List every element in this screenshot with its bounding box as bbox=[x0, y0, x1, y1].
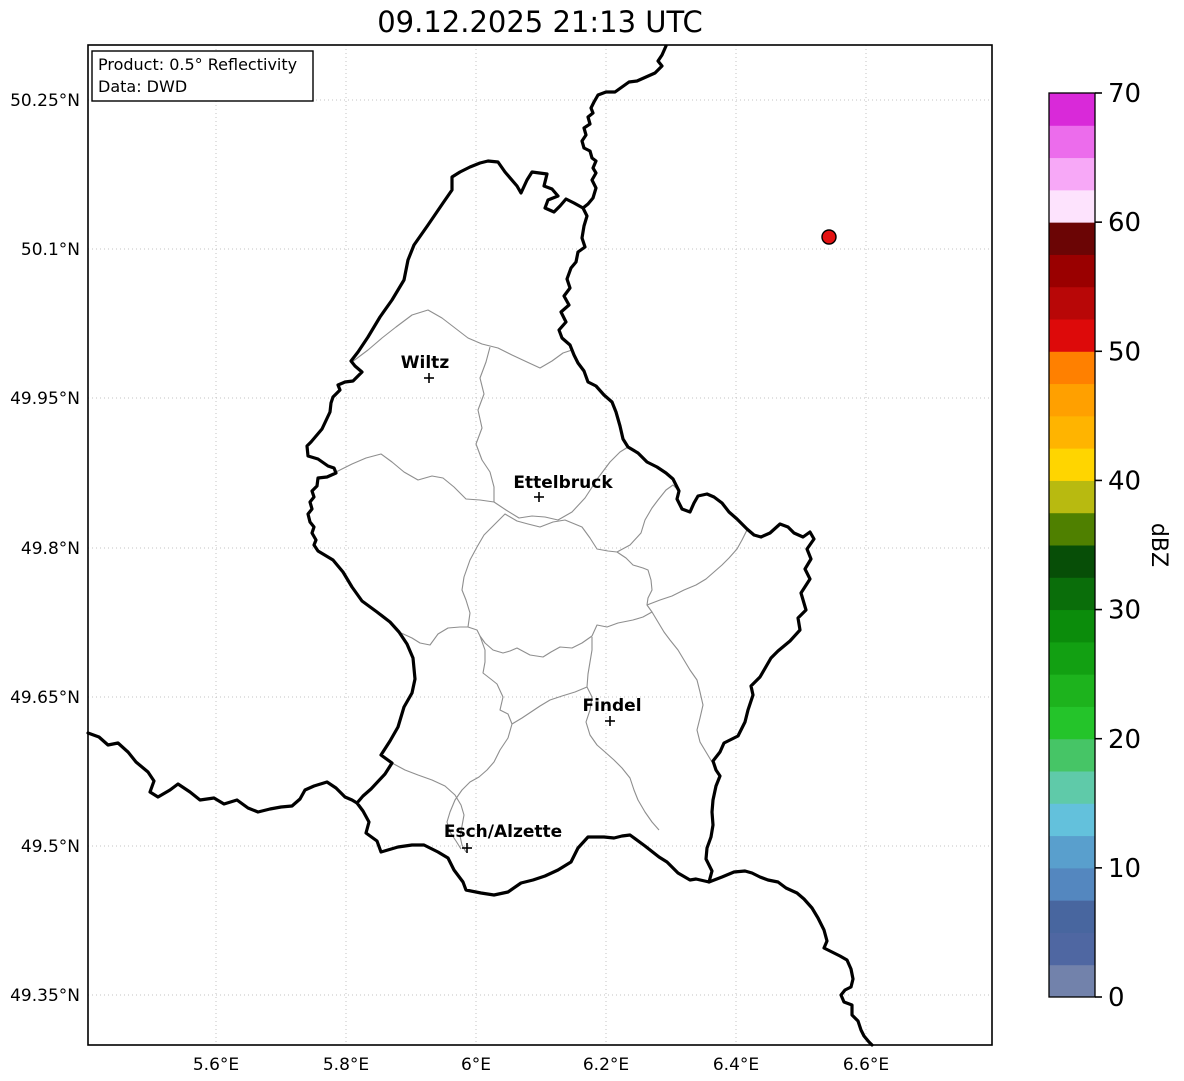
colorbar-segment bbox=[1049, 867, 1095, 901]
colorbar-axis-label: dBZ bbox=[1146, 523, 1171, 567]
figure-title: 09.12.2025 21:13 UTC bbox=[377, 5, 703, 39]
colorbar-segment bbox=[1049, 93, 1095, 126]
info-box-frame bbox=[91, 50, 314, 102]
info-box-data-line: Data: DWD bbox=[98, 77, 187, 96]
colorbar-segment bbox=[1049, 964, 1095, 998]
y-tick-label: 49.8°N bbox=[21, 539, 80, 559]
colorbar-tick-label: 10 bbox=[1108, 854, 1141, 884]
canton-border-path bbox=[335, 446, 629, 521]
city: Findel bbox=[582, 696, 642, 726]
canton-border-path bbox=[398, 626, 468, 646]
colorbar-segment bbox=[1049, 189, 1095, 223]
colorbar-segment bbox=[1049, 900, 1095, 933]
canton-border-path bbox=[511, 686, 588, 725]
y-tick-label: 49.5°N bbox=[21, 837, 80, 857]
colorbar-segment bbox=[1049, 383, 1095, 417]
national-borders bbox=[86, 44, 874, 1047]
colorbar-segment bbox=[1049, 674, 1095, 707]
info-box: Product: 0.5° Reflectivity Data: DWD bbox=[91, 50, 314, 102]
national-border-path bbox=[707, 869, 874, 1047]
y-tick-label: 49.95°N bbox=[10, 389, 80, 409]
city-name: Wiltz bbox=[401, 353, 450, 373]
colorbar-segment bbox=[1049, 512, 1095, 546]
colorbar-segment bbox=[1049, 706, 1095, 740]
y-tick-label: 49.65°N bbox=[10, 688, 80, 708]
colorbar-tick-label: 70 bbox=[1108, 79, 1141, 109]
y-tick-label: 49.35°N bbox=[10, 986, 80, 1006]
colorbar-tick-label: 40 bbox=[1108, 467, 1141, 497]
city: Wiltz bbox=[401, 353, 450, 383]
colorbar-segment bbox=[1049, 286, 1095, 320]
colorbar-tick-label: 60 bbox=[1108, 208, 1141, 238]
canton-border-path bbox=[391, 762, 467, 853]
canton-border-path bbox=[585, 637, 660, 831]
canton-border-path bbox=[351, 309, 573, 369]
city-name: Findel bbox=[582, 696, 641, 716]
x-axis-tick-labels: 5.6°E 5.8°E 6°E 6.2°E 6.4°E 6.6°E bbox=[193, 1055, 889, 1075]
colorbar-segment bbox=[1049, 157, 1095, 191]
x-tick-label: 6.2°E bbox=[583, 1055, 629, 1075]
x-tick-label: 6°E bbox=[461, 1055, 491, 1075]
canton-border-path bbox=[461, 513, 653, 658]
colorbar-segment bbox=[1049, 351, 1095, 385]
city: Esch/Alzette bbox=[444, 822, 562, 853]
colorbar-segment bbox=[1049, 609, 1095, 643]
colorbar-segment bbox=[1049, 803, 1095, 837]
y-tick-label: 50.25°N bbox=[10, 91, 80, 111]
colorbar-segment bbox=[1049, 932, 1095, 966]
city-name: Ettelbruck bbox=[513, 473, 613, 493]
canton-borders bbox=[335, 309, 748, 853]
colorbar-segment bbox=[1049, 222, 1095, 255]
colorbar-segment bbox=[1049, 448, 1095, 481]
colorbar-segment bbox=[1049, 738, 1095, 772]
colorbar-segment bbox=[1049, 125, 1095, 159]
colorbar: 0 10 20 30 40 50 60 70 bbox=[1048, 79, 1141, 1013]
map-frame bbox=[87, 44, 993, 1046]
colorbar-segment bbox=[1049, 835, 1095, 869]
canton-border-path bbox=[646, 529, 748, 606]
national-border-path bbox=[580, 44, 668, 210]
y-axis-tick-labels: 50.25°N 50.1°N 49.95°N 49.8°N 49.65°N 49.5°N 4… bbox=[10, 91, 80, 1006]
colorbar-segment bbox=[1049, 415, 1095, 449]
colorbar-tick-label: 0 bbox=[1108, 983, 1125, 1013]
gridlines bbox=[88, 45, 992, 1045]
canton-border-path bbox=[616, 484, 680, 553]
colorbar-segment bbox=[1049, 771, 1095, 804]
radar-echo-point bbox=[821, 229, 837, 245]
x-tick-label: 5.8°E bbox=[323, 1055, 369, 1075]
colorbar-segment bbox=[1049, 577, 1095, 611]
canton-border-path bbox=[475, 346, 495, 502]
x-tick-label: 6.6°E bbox=[843, 1055, 889, 1075]
x-tick-label: 6.4°E bbox=[713, 1055, 759, 1075]
colorbar-tick-label: 50 bbox=[1108, 337, 1141, 367]
city: Ettelbruck bbox=[513, 473, 613, 502]
national-border-path bbox=[86, 731, 359, 814]
canton-border-path bbox=[651, 611, 713, 763]
colorbar-segment bbox=[1049, 480, 1095, 514]
info-box-product-line: Product: 0.5° Reflectivity bbox=[98, 55, 297, 74]
colorbar-tick-label: 20 bbox=[1108, 725, 1141, 755]
colorbar-frame bbox=[1048, 92, 1096, 998]
city-name: Esch/Alzette bbox=[444, 822, 562, 842]
city-labels: Wiltz Ettelbruck Findel Esch/Alzette bbox=[401, 353, 642, 853]
y-tick-label: 50.1°N bbox=[21, 240, 80, 260]
x-tick-label: 5.6°E bbox=[193, 1055, 239, 1075]
colorbar-tick-label: 30 bbox=[1108, 596, 1141, 626]
colorbar-segment bbox=[1049, 641, 1095, 675]
canton-border-path bbox=[446, 635, 513, 850]
colorbar-segment bbox=[1049, 545, 1095, 578]
national-border-path bbox=[305, 159, 816, 897]
colorbar-segment bbox=[1049, 254, 1095, 288]
colorbar-segment bbox=[1049, 319, 1095, 352]
